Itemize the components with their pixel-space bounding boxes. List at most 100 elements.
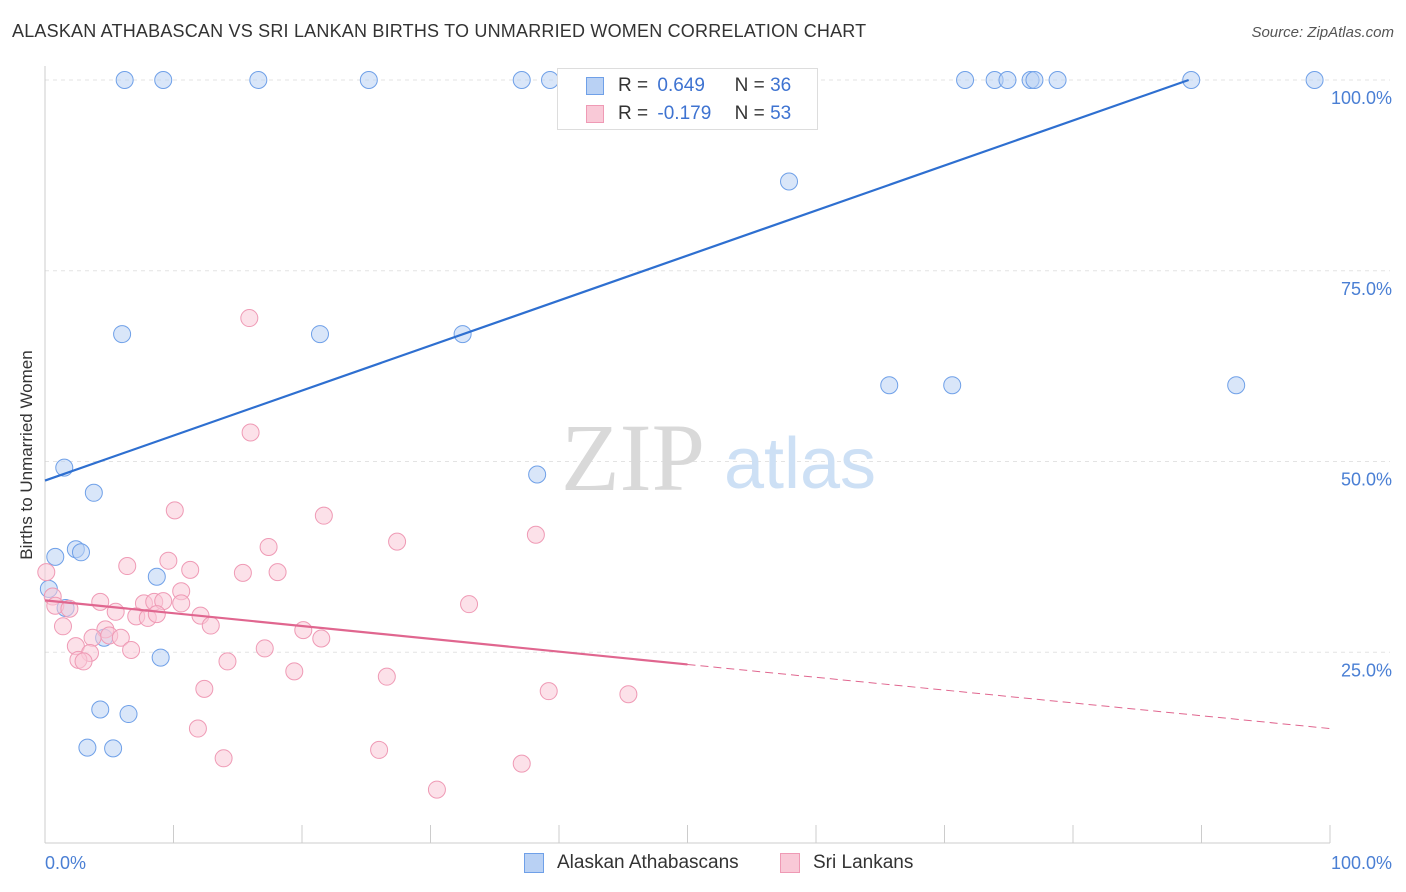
- alaskan-point: [154, 71, 173, 89]
- bottom-legend-label-srilankan: Sri Lankans: [813, 852, 914, 873]
- trend-lines: [44, 78, 1331, 730]
- srilankan-point: [181, 560, 200, 579]
- alaskan-point: [1227, 376, 1246, 395]
- srilankan-point: [285, 662, 304, 681]
- alaskan-point: [104, 739, 123, 758]
- alaskan-point: [310, 325, 329, 344]
- alaskan-point: [956, 71, 975, 89]
- srilankan-point: [314, 506, 333, 525]
- srilankan-point: [312, 629, 331, 648]
- srilankan-point: [233, 563, 252, 582]
- alaskan-point: [943, 376, 962, 395]
- y-tick-label: 25.0%: [1341, 660, 1392, 680]
- srilankan-point: [268, 563, 287, 582]
- data-points: [37, 71, 1324, 799]
- alaskan-point: [115, 71, 134, 89]
- bottom-legend-label-alaskan: Alaskan Athabascans: [557, 852, 739, 873]
- tick-labels: 25.0% 50.0% 75.0% 100.0% 0.0% 100.0%: [45, 88, 1392, 873]
- alaskan-point: [71, 543, 90, 562]
- alaskan-point: [1305, 71, 1324, 89]
- srilankan-point: [370, 740, 389, 759]
- bottom-legend-swatch-srilankan: [780, 853, 800, 873]
- source-label: Source: ZipAtlas.com: [1251, 24, 1394, 41]
- alaskan-point: [541, 71, 560, 89]
- legend-n-label: N =: [734, 75, 765, 96]
- alaskan-point: [113, 325, 132, 344]
- alaskan-point: [84, 483, 103, 502]
- srilankan-point: [255, 639, 274, 658]
- legend-swatch-alaskan: [586, 77, 604, 95]
- alaskan-point: [119, 705, 138, 724]
- srilankan-point: [214, 749, 233, 768]
- srilankan-point: [526, 525, 545, 544]
- alaskan-point: [1025, 71, 1044, 89]
- alaskan-trend-line: [44, 78, 1190, 482]
- srilankan-point: [147, 605, 166, 624]
- srilankan-point: [259, 537, 278, 556]
- srilankan-point: [188, 719, 207, 738]
- srilankan-point: [172, 594, 191, 613]
- srilankan-point: [377, 667, 396, 686]
- alaskan-point: [780, 172, 799, 191]
- y-tick-label: 75.0%: [1341, 279, 1392, 299]
- srilankan-point: [241, 423, 260, 442]
- srilankan-point: [60, 599, 79, 618]
- alaskan-point: [1182, 71, 1201, 89]
- axes: [44, 66, 1331, 844]
- legend-n-label: N =: [734, 103, 765, 124]
- y-tick-label: 100.0%: [1331, 88, 1392, 108]
- srilankan-point: [619, 685, 638, 704]
- srilankan-point: [74, 652, 93, 671]
- srilankan-point: [201, 616, 220, 635]
- srilankan-point: [512, 754, 531, 773]
- stats-legend: R = 0.649 N = 36 R = -0.179 N = 53: [557, 68, 818, 130]
- alaskan-point: [147, 567, 166, 586]
- srilankan-point: [118, 557, 137, 576]
- bottom-legend-swatch-alaskan: [524, 853, 544, 873]
- srilankan-point: [240, 309, 259, 328]
- alaskan-point: [91, 700, 110, 719]
- srilankan-point: [83, 628, 102, 647]
- x-tick-label: 0.0%: [45, 853, 86, 873]
- legend-r-label: R =: [618, 75, 649, 96]
- alaskan-point: [46, 547, 65, 566]
- alaskan-point: [880, 376, 899, 395]
- legend-n-value: 53: [770, 103, 792, 124]
- legend-swatch-srilankan: [586, 105, 604, 123]
- legend-r-label: R =: [618, 103, 649, 124]
- srilankan-point: [218, 652, 237, 671]
- srilankan-point: [159, 551, 178, 570]
- alaskan-point: [151, 648, 170, 667]
- alaskan-point: [1048, 71, 1067, 89]
- srilankan-trend-line: [44, 599, 688, 666]
- legend-r-value: 0.649: [657, 75, 705, 96]
- alaskan-point: [512, 71, 531, 89]
- srilankan-point: [388, 532, 407, 551]
- srilankan-point: [165, 501, 184, 520]
- srilankan-point: [539, 682, 558, 701]
- srilankan-point: [195, 679, 214, 698]
- watermark-atlas: atlas: [724, 424, 876, 504]
- srilankan-point: [111, 628, 130, 647]
- x-tick-label: 100.0%: [1331, 853, 1392, 873]
- legend-n-value: 36: [770, 75, 792, 96]
- alaskan-point: [249, 71, 268, 89]
- srilankan-point: [37, 563, 56, 582]
- srilankan-trend-extension: [687, 663, 1331, 730]
- srilankan-point: [460, 595, 479, 614]
- watermark-zip: ZIP: [561, 404, 705, 511]
- legend-r-value: -0.179: [657, 103, 712, 124]
- srilankan-point: [53, 617, 72, 636]
- srilankan-point: [91, 592, 110, 611]
- y-tick-label: 50.0%: [1341, 470, 1392, 490]
- srilankan-point: [122, 640, 141, 659]
- watermark: ZIP atlas: [561, 404, 876, 511]
- alaskan-point: [998, 71, 1017, 89]
- srilankan-point: [294, 621, 313, 640]
- alaskan-point: [359, 71, 378, 89]
- srilankan-point: [427, 780, 446, 799]
- alaskan-point: [78, 738, 97, 757]
- chart-title: ALASKAN ATHABASCAN VS SRI LANKAN BIRTHS …: [12, 21, 867, 41]
- alaskan-point: [528, 465, 547, 484]
